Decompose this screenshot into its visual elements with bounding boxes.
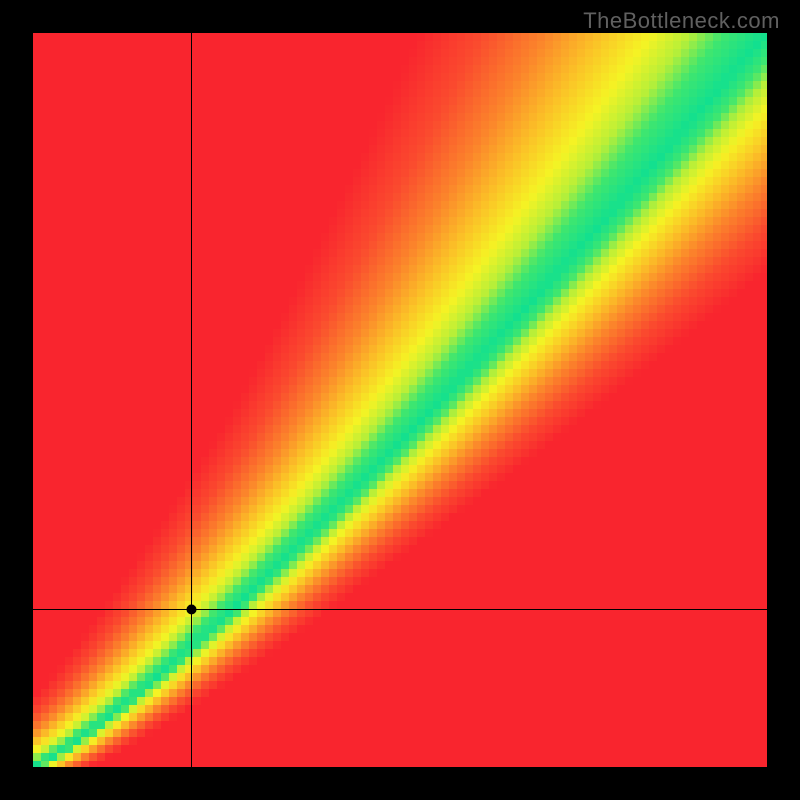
watermark-text: TheBottleneck.com (583, 8, 780, 34)
heatmap-canvas (33, 33, 767, 767)
heatmap-plot (33, 33, 767, 767)
